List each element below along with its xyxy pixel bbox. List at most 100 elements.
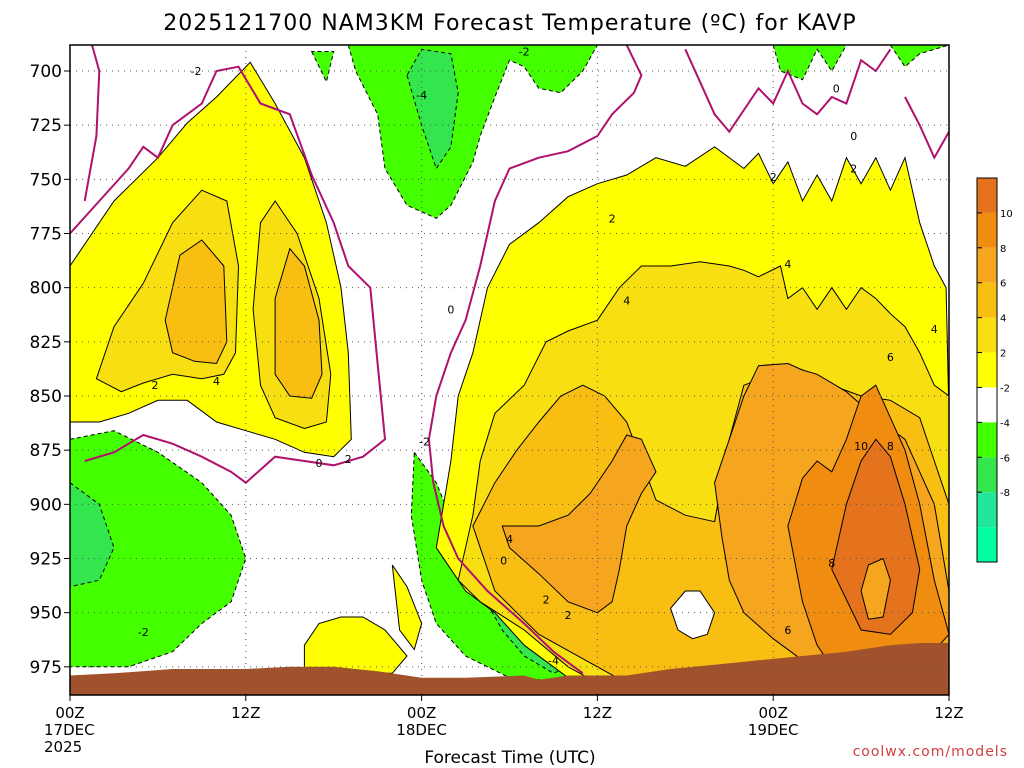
temperature-region <box>501 434 657 614</box>
grid <box>70 45 949 695</box>
temperature-region <box>406 48 459 170</box>
colorbar-label: -6 <box>1000 453 1010 464</box>
colorbar-bin <box>977 247 997 283</box>
colorbar-bin <box>977 492 997 528</box>
colorbar-label: -4 <box>1000 418 1010 429</box>
contour-label: 2 <box>543 594 550 607</box>
contour-label: 2 <box>609 212 616 225</box>
x-tick-label: 00Z <box>407 704 436 722</box>
temperature-region <box>347 45 598 219</box>
contour-label: 2 <box>850 163 857 176</box>
x-tick-label: 00Z <box>55 704 84 722</box>
temperature-region <box>831 438 921 635</box>
contour-label: -2 <box>419 436 430 449</box>
y-axis: 700 725 750 775 800 825 850 875 900 925 950 975 <box>30 62 70 678</box>
y-tick-label: 875 <box>30 441 62 461</box>
temperature-regions <box>70 45 949 695</box>
plot-area: 0 0 -2 -2 -4 2 2 2 4 4 0 4 6 2 4 -2 10 8 0 2 4 0 8 2 2 -2 6 -4 <box>70 45 949 695</box>
temperature-region <box>772 45 847 81</box>
colorbar-label: 4 <box>1000 314 1006 325</box>
colorbar-label: 10 <box>1000 209 1013 220</box>
x-axis-label: Forecast Time (UTC) <box>424 748 595 768</box>
colorbar-bin <box>977 178 997 213</box>
zero-isotherm <box>904 96 949 160</box>
contour-label: 2 <box>565 609 572 622</box>
contour-label: 4 <box>931 323 938 336</box>
temperature-region <box>310 51 335 84</box>
x-tick-label: 2025 <box>44 738 82 756</box>
contour-label: -4 <box>416 89 427 102</box>
y-tick-label: 775 <box>30 225 62 245</box>
zero-isotherm <box>427 45 643 675</box>
colorbar-bin <box>977 212 997 248</box>
terrain <box>70 643 949 695</box>
colorbar-label: 8 <box>1000 244 1006 255</box>
x-tick-label: 18DEC <box>396 721 447 739</box>
contour-label: 4 <box>506 533 513 546</box>
contour-label: 0 <box>500 555 507 568</box>
contour-label: -2 <box>191 65 202 78</box>
contour-label: 8 <box>828 557 835 570</box>
y-tick-label: 925 <box>30 550 62 570</box>
temperature-region <box>274 247 323 399</box>
chart-title: 2025121700 NAM3KM Forecast Temperature (… <box>163 11 856 36</box>
colorbar-bin <box>977 387 997 423</box>
zero-isotherm <box>83 45 101 202</box>
y-tick-label: 725 <box>30 116 62 136</box>
zero-isotherm <box>684 48 892 134</box>
x-tick-label: 19DEC <box>748 721 799 739</box>
x-tick-label: 17DEC <box>44 721 95 739</box>
contour-label: 10 <box>854 440 868 453</box>
colorbar-label: -8 <box>1000 488 1010 499</box>
temperature-region <box>889 45 949 68</box>
colorbar-label: 6 <box>1000 279 1006 290</box>
contour-label: 2 <box>345 453 352 466</box>
colorbar-label: -2 <box>1000 383 1010 394</box>
contour-label: 4 <box>623 295 630 308</box>
contour-label: 0 <box>850 130 857 143</box>
temperature-region <box>391 564 423 651</box>
contour-label: 4 <box>213 375 220 388</box>
y-tick-label: 975 <box>30 658 62 678</box>
contour-label: 6 <box>784 624 791 637</box>
colorbar-bin <box>977 352 997 388</box>
contour-label: 0 <box>316 457 323 470</box>
y-tick-label: 900 <box>30 495 62 515</box>
x-tick-label: 12Z <box>934 704 963 722</box>
colorbar-bin <box>977 282 997 318</box>
y-tick-label: 825 <box>30 333 62 353</box>
contour-label: 2 <box>770 171 777 184</box>
y-tick-label: 850 <box>30 387 62 407</box>
contour-label: -2 <box>138 626 149 639</box>
contour-label: 0 <box>833 82 840 95</box>
contour-label: 8 <box>887 440 894 453</box>
colorbar-bin <box>977 422 997 458</box>
y-tick-label: 700 <box>30 62 62 82</box>
x-tick-label: 12Z <box>231 704 260 722</box>
contour-label: -2 <box>519 46 530 59</box>
zero-isotherm <box>70 65 387 484</box>
colorbar-bin <box>977 527 997 562</box>
contour-label: 0 <box>447 303 454 316</box>
plot-frame <box>69 44 950 696</box>
contour-label: 2 <box>152 379 159 392</box>
colorbar-frame <box>976 177 998 563</box>
temperature-region <box>670 590 716 640</box>
colorbar: 10 8 6 4 2 -2 -4 -6 -8 <box>976 177 1013 563</box>
colorbar-bin <box>977 317 997 353</box>
contour-label: 4 <box>784 258 791 271</box>
contour-label: -4 <box>548 654 559 667</box>
y-tick-label: 950 <box>30 604 62 624</box>
zero-isotherms <box>70 45 949 675</box>
colorbar-bin <box>977 457 997 493</box>
y-tick-label: 750 <box>30 170 62 190</box>
y-tick-label: 800 <box>30 279 62 299</box>
x-tick-label: 00Z <box>759 704 788 722</box>
colorbar-label: 2 <box>1000 349 1006 360</box>
temperature-region <box>860 557 891 620</box>
contour-labels: 0 0 -2 -2 -4 2 2 2 4 4 0 4 6 2 4 -2 10 8 0 2 4 0 8 2 2 -2 6 -4 <box>138 46 938 668</box>
temperature-region <box>70 482 115 588</box>
terrain-surface <box>70 643 949 695</box>
